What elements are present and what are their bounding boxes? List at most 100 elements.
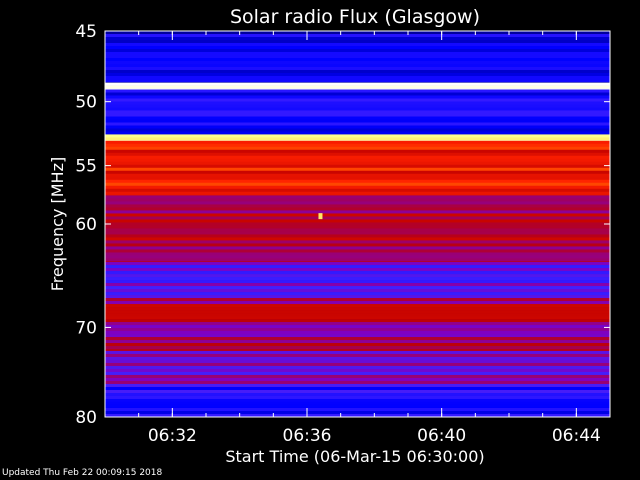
band-row — [105, 92, 610, 96]
band-row — [105, 237, 610, 241]
band-row — [105, 52, 610, 56]
y-axis-label: Frequency [MHz] — [48, 157, 67, 291]
band-row — [105, 137, 610, 141]
band-row — [105, 198, 610, 202]
band-row — [105, 401, 610, 406]
band-row — [105, 346, 610, 350]
band-row — [105, 349, 610, 352]
band-row — [105, 125, 610, 129]
band-row — [105, 410, 610, 415]
band-row — [105, 140, 610, 142]
band-row — [105, 268, 610, 272]
band-row — [105, 298, 610, 302]
band-row — [105, 188, 610, 193]
band-row — [105, 58, 610, 62]
band-row — [105, 374, 610, 379]
band-row — [105, 255, 610, 259]
band-row — [105, 55, 610, 59]
band-row — [105, 79, 610, 83]
band-row — [105, 322, 610, 326]
band-row — [105, 216, 610, 220]
band-row — [105, 173, 610, 178]
chart-title: Solar radio Flux (Glasgow) — [230, 6, 480, 28]
band-row — [105, 40, 610, 44]
band-row — [105, 167, 610, 172]
band-row — [105, 161, 610, 166]
band-row — [105, 201, 610, 205]
band-row — [105, 258, 610, 262]
band-row — [105, 82, 610, 86]
band-row — [105, 252, 610, 256]
band-row — [105, 365, 610, 370]
band-row — [105, 316, 610, 320]
band-row — [105, 185, 610, 190]
band-row — [105, 304, 610, 308]
band-row — [105, 107, 610, 111]
band-row — [105, 113, 610, 117]
band-row — [105, 231, 610, 235]
band-row — [105, 128, 610, 132]
band-row — [105, 289, 610, 293]
band-row — [105, 179, 610, 184]
band-row — [105, 149, 610, 154]
band-row — [105, 46, 610, 50]
band-row — [105, 222, 610, 226]
band-row — [105, 228, 610, 232]
y-tick-label: 70 — [75, 318, 97, 338]
band-row — [105, 274, 610, 278]
band-row — [105, 76, 610, 80]
band-row — [105, 116, 610, 120]
band-row — [105, 337, 610, 341]
band-row — [105, 398, 610, 403]
band-row — [105, 292, 610, 296]
band-row — [105, 328, 610, 332]
band-row — [105, 280, 610, 284]
band-row — [105, 194, 610, 196]
band-row — [105, 362, 610, 367]
y-tick-label: 60 — [75, 215, 97, 235]
band-row — [105, 95, 610, 99]
band-row — [105, 307, 610, 311]
band-row — [105, 207, 610, 211]
band-row — [105, 67, 610, 71]
band-row — [105, 131, 610, 135]
band-row — [105, 265, 610, 269]
band-row — [105, 164, 610, 169]
y-tick-label: 55 — [75, 157, 97, 177]
band-row — [105, 134, 610, 138]
band-row — [105, 249, 610, 253]
y-tick-label: 50 — [75, 93, 97, 113]
update-timestamp: Updated Thu Feb 22 00:09:15 2018 — [2, 468, 163, 478]
band-row — [105, 392, 610, 397]
hot-spot — [318, 213, 323, 220]
band-row — [105, 243, 610, 247]
band-row — [105, 85, 610, 89]
band-row — [105, 246, 610, 250]
band-row — [105, 122, 610, 126]
band-row — [105, 219, 610, 223]
band-row — [105, 37, 610, 41]
band-row — [105, 101, 610, 105]
band-row — [105, 340, 610, 344]
band-row — [105, 283, 610, 287]
band-row — [105, 310, 610, 314]
band-row — [105, 49, 610, 53]
band-row — [105, 353, 610, 358]
band-row — [105, 377, 610, 382]
band-row — [105, 155, 610, 160]
band-row — [105, 88, 610, 90]
band-row — [105, 104, 610, 108]
band-row — [105, 413, 610, 418]
band-row — [105, 182, 610, 187]
band-row — [105, 261, 610, 263]
band-row — [105, 368, 610, 373]
band-row — [105, 334, 610, 338]
band-row — [105, 356, 610, 361]
band-row — [105, 176, 610, 181]
y-tick-label: 45 — [75, 22, 97, 42]
band-row — [105, 389, 610, 394]
band-row — [105, 61, 610, 65]
band-row — [105, 143, 610, 148]
band-row — [105, 191, 610, 196]
band-row — [105, 286, 610, 290]
